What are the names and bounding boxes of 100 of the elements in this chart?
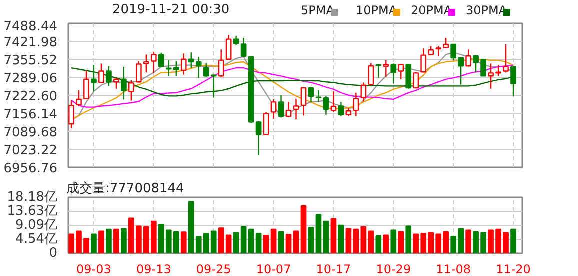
bar: [383, 234, 390, 254]
candlestick: [91, 64, 97, 92]
bar: [406, 226, 412, 254]
bar: [338, 224, 344, 254]
bar: [510, 228, 516, 254]
bar: [233, 232, 240, 254]
x-tick-label: 10-29: [376, 262, 412, 276]
candlestick: [390, 63, 397, 84]
bar: [256, 233, 262, 254]
y-tick-label: 7289.06: [4, 72, 58, 86]
candlestick: [323, 96, 330, 116]
bar: [293, 230, 300, 254]
candlestick: [436, 46, 442, 57]
candlestick: [128, 80, 134, 102]
y-tick-label: 7355.52: [4, 54, 58, 68]
y-tick-label: 13.63亿: [7, 204, 58, 220]
candlestick: [76, 90, 82, 107]
bar: [398, 231, 404, 254]
candlestick: [286, 102, 292, 118]
bar: [270, 228, 277, 254]
bar: [323, 220, 330, 254]
candlestick: [263, 112, 270, 136]
candlestick: [353, 92, 360, 117]
candlestick: [466, 49, 472, 68]
candlestick: [316, 90, 322, 103]
candlestick: [114, 77, 120, 90]
candlestick: [196, 56, 202, 79]
candlestick: [420, 48, 427, 74]
candlestick: [226, 34, 232, 60]
candlestick: [293, 98, 300, 120]
bar: [330, 218, 337, 254]
bar: [91, 234, 97, 254]
x-tick-label: 11-20: [496, 262, 531, 276]
candlestick: [106, 66, 112, 87]
candlestick: [300, 86, 307, 116]
y-tick-label: 7421.98: [4, 36, 58, 50]
candlestick: [121, 66, 127, 100]
bar: [240, 226, 247, 254]
x-tick-label: 10-17: [316, 262, 352, 276]
candlestick: [150, 51, 157, 74]
y-tick-label: 18.18亿: [7, 190, 58, 205]
candlestick: [360, 82, 367, 102]
candlestick: [98, 63, 104, 84]
y-tick-label: 4.54亿: [16, 232, 58, 248]
bar: [300, 205, 307, 254]
candlestick: [443, 37, 450, 48]
bar: [248, 228, 254, 254]
bar: [286, 234, 292, 254]
chart-title: 成交量:777008144: [66, 180, 184, 196]
bar: [121, 228, 127, 254]
candlestick: [510, 66, 516, 97]
candlestick: [270, 98, 277, 120]
y-tick-label: 6956.76: [4, 162, 58, 176]
bar: [353, 228, 360, 254]
bar: [308, 227, 314, 254]
bar: [263, 235, 270, 254]
candlestick: [383, 60, 390, 78]
chart-title: 2019-11-21 00:30: [112, 2, 230, 18]
bar: [466, 230, 472, 254]
candlestick: [233, 35, 240, 46]
y-tick-label: 9.09亿: [16, 218, 58, 233]
bar: [106, 228, 112, 254]
candlestick: [136, 60, 142, 84]
candlestick: [330, 91, 337, 113]
candlestick: [376, 64, 382, 79]
y-tick-label: 7089.68: [4, 126, 58, 140]
x-tick-label: 09-03: [76, 262, 112, 276]
candlestick: [218, 49, 224, 78]
candlestick: [256, 120, 262, 156]
candlestick: [406, 64, 412, 90]
candlestick: [308, 86, 314, 103]
y-tick-label: 7222.60: [4, 90, 58, 104]
x-tick-label: 09-25: [196, 262, 232, 276]
candlestick: [413, 72, 420, 89]
candlestick: [188, 52, 194, 69]
candlestick: [143, 54, 150, 74]
y-tick-label: 7023.22: [4, 144, 58, 158]
candlestick: [158, 52, 164, 68]
candlestick: [240, 37, 247, 58]
candlestick: [503, 44, 509, 74]
candlestick: [180, 53, 187, 76]
y-tick-label: 0: [49, 246, 58, 261]
bar: [278, 231, 284, 254]
bar: [376, 235, 382, 254]
y-tick-label: 7488.44: [4, 20, 58, 34]
bar: [180, 232, 187, 254]
bar: [316, 214, 322, 254]
candlestick: [368, 62, 374, 86]
bar: [346, 228, 352, 254]
y-tick-label: 7156.14: [4, 108, 58, 122]
bar: [390, 230, 397, 254]
candlestick: [68, 100, 74, 130]
candlestick: [338, 102, 344, 117]
x-tick-label: 09-13: [136, 262, 172, 276]
candlestick: [398, 64, 404, 80]
bar: [114, 228, 120, 254]
x-tick-label: 11-08: [436, 262, 472, 276]
candlestick: [278, 94, 284, 118]
candlestick: [84, 70, 90, 100]
x-tick-label: 10-07: [256, 262, 292, 276]
